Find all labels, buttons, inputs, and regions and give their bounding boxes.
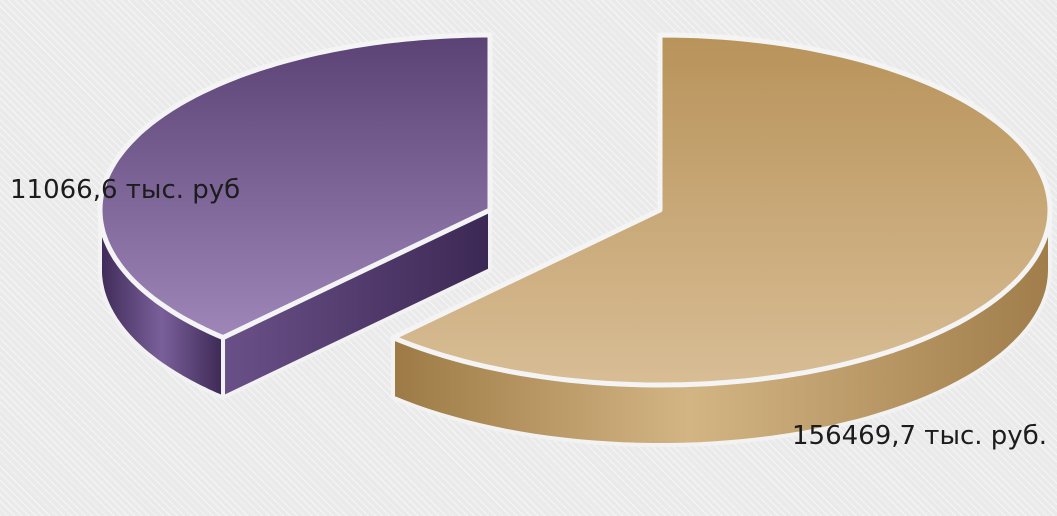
pie-slice-2 (390, 32, 1053, 447)
pie-slice-2-top (390, 32, 1053, 388)
pie-slice-1-top (97, 32, 493, 341)
data-label-slice-1: 11066,6 тыс. руб (10, 175, 241, 205)
pie-slice-1 (97, 32, 493, 400)
data-label-slice-2: 156469,7 тыс. руб. (791, 421, 1047, 451)
